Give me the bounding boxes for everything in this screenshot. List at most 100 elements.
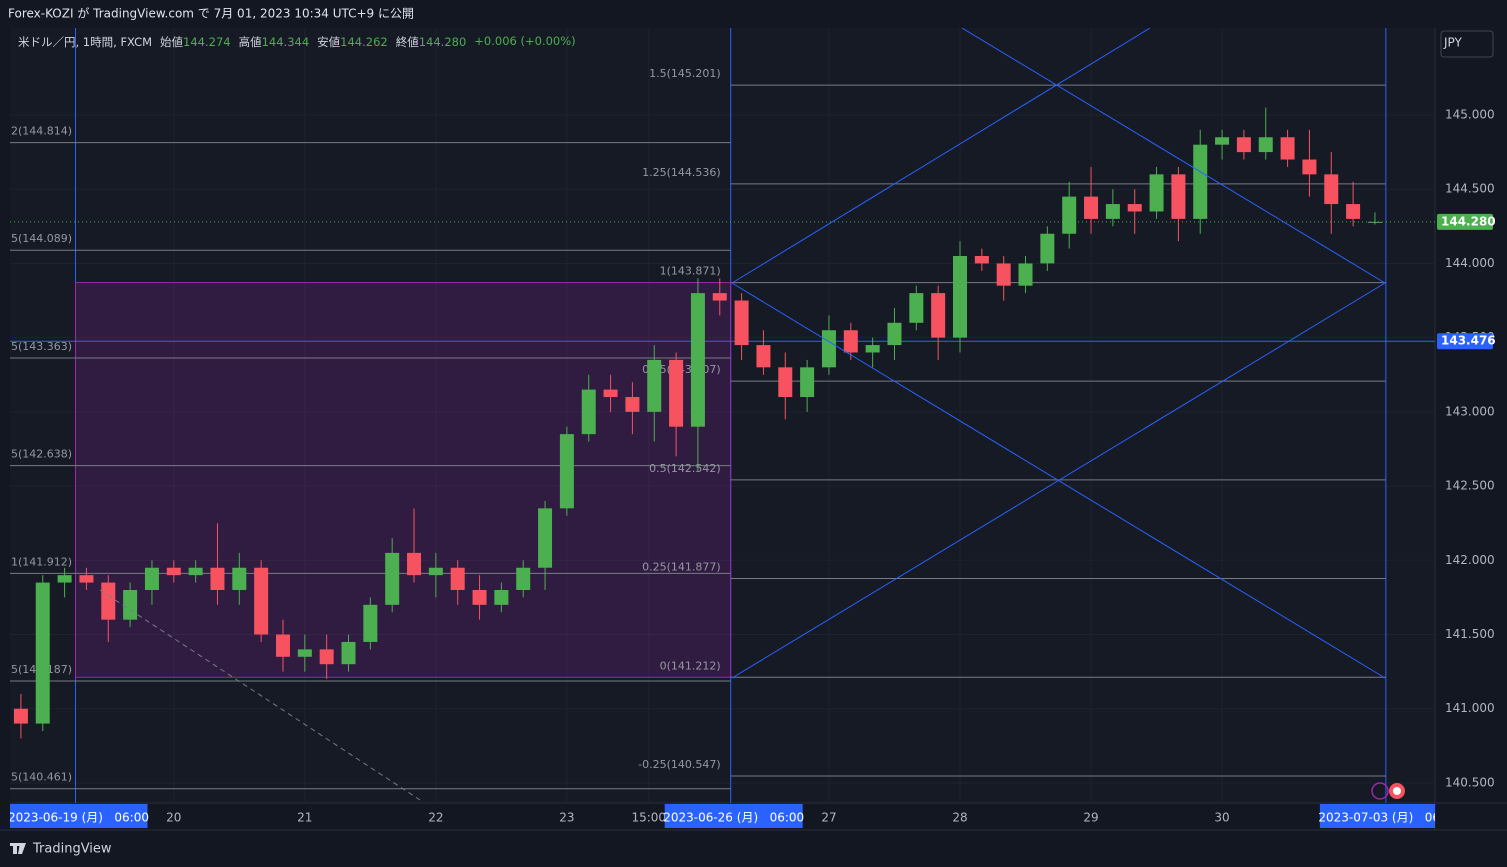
price-label: 144.280 bbox=[1441, 214, 1496, 228]
candle-body bbox=[756, 345, 771, 368]
candle-body bbox=[865, 345, 880, 353]
x-tick-label: 29 bbox=[1083, 811, 1098, 825]
brand: TradingView bbox=[32, 842, 112, 857]
candle-body bbox=[1018, 263, 1033, 286]
x-tick-label: 28 bbox=[952, 811, 967, 825]
legend-v: 144.262 bbox=[340, 35, 388, 49]
candle-body bbox=[319, 649, 334, 665]
legend: 米ドル／円, 1時間, FXCM 始値144.274 高値144.344 安値144… bbox=[18, 34, 576, 50]
candle-body bbox=[843, 330, 858, 353]
candle-body bbox=[35, 582, 50, 724]
candle-body bbox=[1324, 174, 1339, 205]
candle-body bbox=[1193, 144, 1208, 219]
price-axis bbox=[1435, 28, 1507, 830]
fib-label: 1.25(144.536) bbox=[642, 166, 721, 179]
candle-body bbox=[79, 575, 94, 583]
legend-l: 始値 bbox=[160, 35, 184, 49]
candle-body bbox=[996, 263, 1011, 286]
candle-body bbox=[1062, 196, 1077, 234]
candle-body bbox=[1149, 174, 1164, 212]
candle-body bbox=[625, 397, 640, 412]
candle-body bbox=[559, 434, 574, 509]
legend-item: 高値144.344 bbox=[239, 34, 310, 50]
fib-label: 5(140.461) bbox=[11, 771, 72, 784]
candle-body bbox=[1258, 137, 1273, 153]
candle-body bbox=[210, 567, 225, 590]
fib-label: 0.25(141.877) bbox=[642, 561, 721, 574]
time-axis: 2023-06-19 (月) 06:00 20 21 22 23 15:002023-06… bbox=[8, 804, 1435, 828]
x-tick-label: 30 bbox=[1214, 811, 1229, 825]
candle-body bbox=[1127, 204, 1142, 212]
fib-label: 5(142.638) bbox=[11, 448, 72, 461]
y-tick-label: 140.500 bbox=[1445, 775, 1495, 789]
candle-body bbox=[297, 649, 312, 657]
candle-body bbox=[57, 575, 72, 583]
price-label-box bbox=[1437, 333, 1493, 350]
legend-item: 始値144.274 bbox=[160, 34, 231, 50]
candle-body bbox=[407, 552, 422, 576]
x-tick-label: 23 bbox=[559, 811, 574, 825]
candle-body bbox=[1236, 137, 1251, 153]
fib-label: 1(141.912) bbox=[11, 555, 72, 568]
candle-body bbox=[800, 367, 815, 398]
candle-body bbox=[516, 567, 531, 590]
fib-box bbox=[75, 282, 732, 678]
fib-label: 1(143.871) bbox=[660, 265, 721, 278]
legend-v: 144.274 bbox=[183, 35, 231, 49]
candle-body bbox=[166, 567, 181, 576]
legend-v: 144.344 bbox=[261, 35, 310, 49]
candle-body bbox=[821, 330, 836, 368]
candle-body bbox=[538, 508, 553, 568]
legend-v: 144.280 bbox=[418, 35, 467, 49]
x-tick-label: 2023-06-19 (月) 06:00 bbox=[8, 811, 149, 825]
candle-body bbox=[734, 300, 749, 346]
header-title: Forex-KOZI が TradingView.com で 7月 01, 20… bbox=[8, 6, 414, 21]
alert-icon[interactable] bbox=[1371, 782, 1389, 800]
currency: JPY bbox=[1443, 36, 1463, 50]
time-highlight bbox=[10, 804, 148, 828]
logo bbox=[10, 843, 26, 854]
candle-body bbox=[953, 256, 967, 338]
x-tick-label: 20 bbox=[166, 811, 181, 825]
candle-body bbox=[931, 293, 946, 338]
drawings bbox=[99, 28, 1386, 801]
candle-body bbox=[1346, 204, 1361, 219]
candle-body bbox=[712, 293, 727, 301]
x-tick-label: 22 bbox=[428, 811, 443, 825]
plot-layers: 2(144.814) 5(144.089) 5(143.363) 5(142.638)… bbox=[10, 28, 1435, 803]
candle-body bbox=[1367, 221, 1382, 223]
y-tick-label: 144.500 bbox=[1445, 182, 1495, 196]
candle-body bbox=[1302, 159, 1317, 175]
gann-line bbox=[961, 28, 1386, 284]
candle-body bbox=[1084, 196, 1099, 219]
x-tick-label: 21 bbox=[297, 811, 312, 825]
candle-body bbox=[647, 359, 662, 412]
candle-body bbox=[909, 293, 924, 323]
symbol: 米ドル／円, 1時間, FXCM bbox=[18, 35, 153, 49]
candle-body bbox=[887, 322, 902, 346]
y-tick-label: 141.500 bbox=[1445, 627, 1495, 641]
candle-body bbox=[669, 359, 684, 427]
candle-body bbox=[690, 293, 705, 427]
record-dot bbox=[1393, 787, 1401, 795]
y-tick-label: 142.000 bbox=[1445, 553, 1495, 567]
gann-line bbox=[731, 282, 1386, 679]
candle-body bbox=[385, 552, 400, 605]
time-highlight bbox=[1319, 804, 1435, 828]
candle-body bbox=[1040, 233, 1055, 264]
y-tick-label: 144.000 bbox=[1445, 256, 1495, 270]
y-tick-label: 145.000 bbox=[1445, 107, 1495, 121]
fib-label: -0.25(140.547) bbox=[638, 758, 721, 771]
currency-box[interactable] bbox=[1440, 30, 1494, 58]
fib-label: 1.5(145.201) bbox=[649, 67, 721, 80]
x-tick-label: 15:00 bbox=[631, 811, 666, 825]
candle-body bbox=[363, 604, 378, 642]
candle-body bbox=[1105, 204, 1120, 219]
price-label: 143.476 bbox=[1441, 334, 1496, 348]
candle-body bbox=[254, 567, 269, 635]
fib-label: 0.5(142.542) bbox=[649, 462, 721, 475]
price-label-box bbox=[1437, 213, 1493, 230]
fib-label: 0(141.212) bbox=[660, 659, 721, 672]
